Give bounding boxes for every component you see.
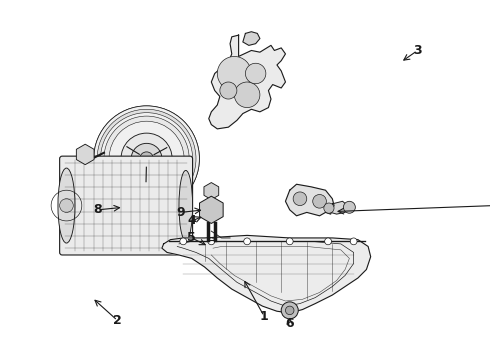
Circle shape [100,113,193,205]
Circle shape [350,238,357,245]
Text: 4: 4 [187,215,196,228]
Text: 3: 3 [413,44,422,57]
Circle shape [325,238,331,245]
Circle shape [234,82,260,108]
Text: 6: 6 [285,317,294,330]
Circle shape [97,109,196,208]
Circle shape [220,82,237,99]
Text: 9: 9 [176,206,185,219]
Circle shape [180,238,187,245]
Polygon shape [209,35,286,129]
Ellipse shape [58,168,75,243]
Circle shape [94,106,199,212]
Text: 1: 1 [260,310,269,323]
Circle shape [286,238,293,245]
Text: 2: 2 [113,314,122,327]
Circle shape [140,152,153,166]
Circle shape [286,306,294,315]
Circle shape [313,194,326,208]
Circle shape [60,199,74,212]
Circle shape [104,116,189,201]
Text: 5: 5 [187,231,196,244]
Circle shape [121,133,172,184]
Ellipse shape [179,170,193,241]
Circle shape [244,238,250,245]
Circle shape [208,238,215,245]
Circle shape [109,121,184,196]
Circle shape [131,143,162,174]
Circle shape [217,57,251,90]
Polygon shape [162,235,370,313]
Text: 8: 8 [94,203,102,216]
Circle shape [293,192,307,206]
Circle shape [281,302,298,319]
Circle shape [343,201,355,213]
Circle shape [245,63,266,84]
Polygon shape [286,184,334,216]
Polygon shape [243,32,260,45]
Polygon shape [331,201,348,214]
FancyBboxPatch shape [60,156,193,255]
Circle shape [324,203,334,213]
